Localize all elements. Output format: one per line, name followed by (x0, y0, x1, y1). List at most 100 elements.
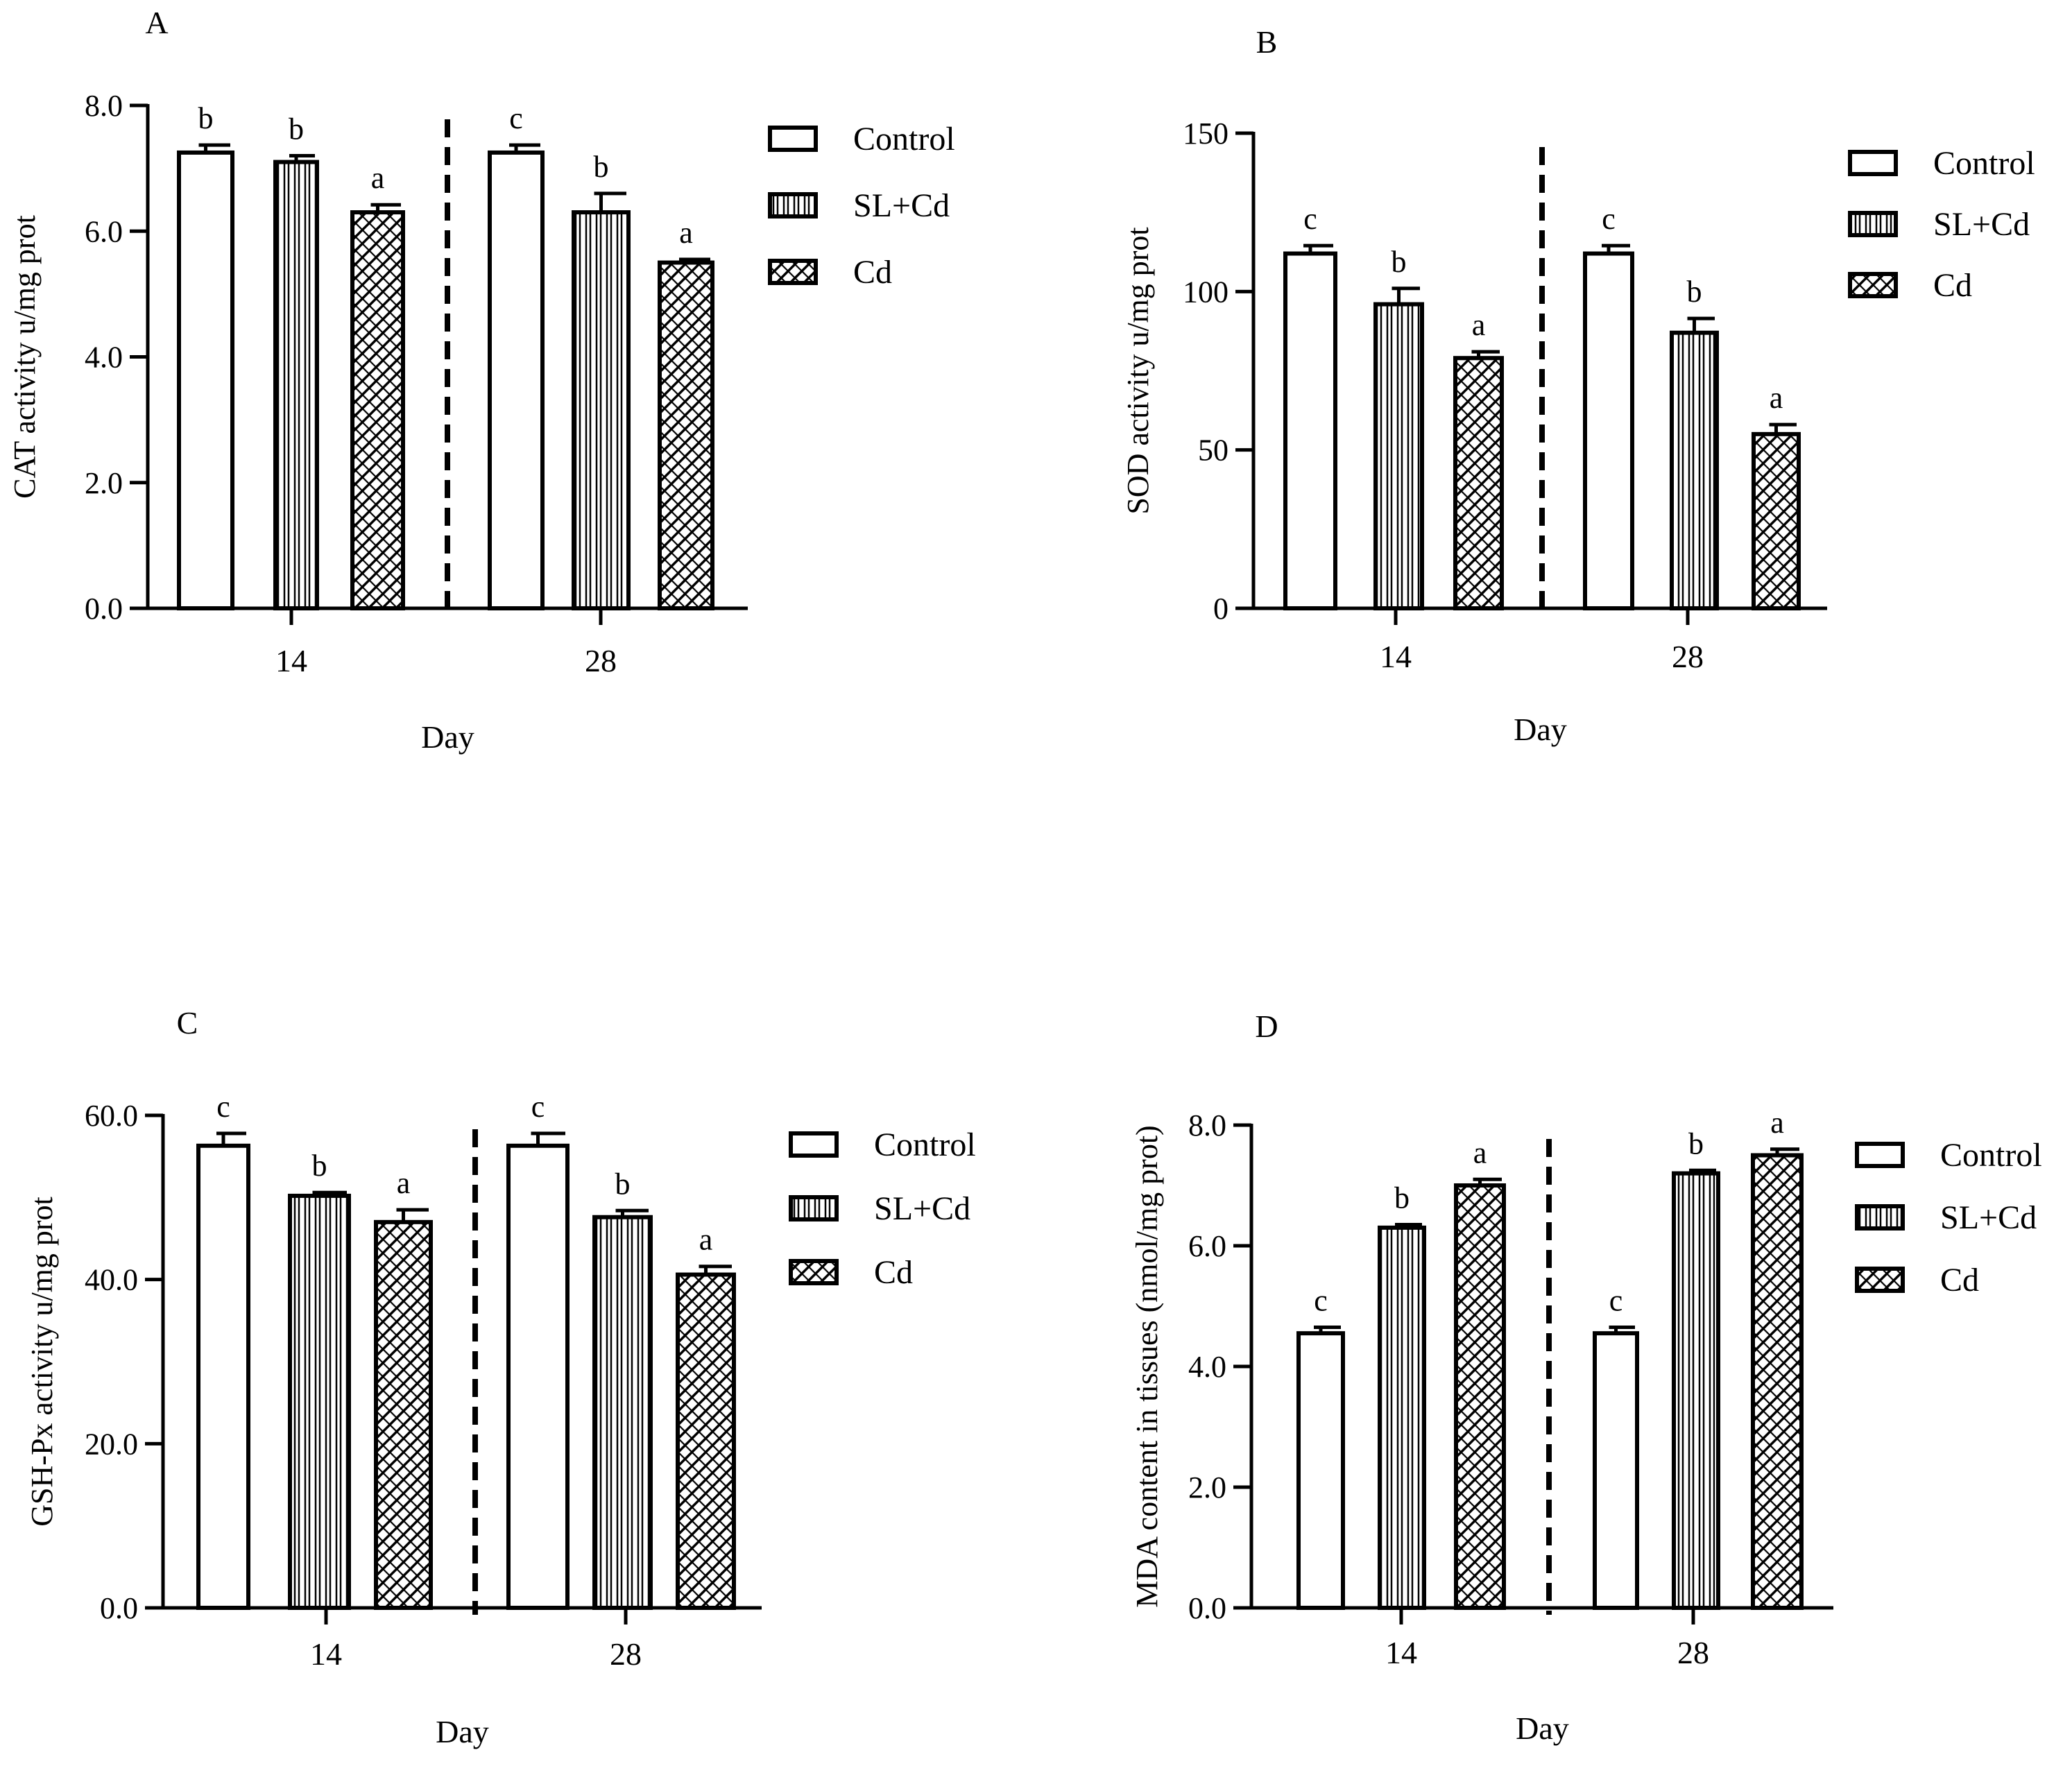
bar-sl-cd-day-14 (1378, 1225, 1426, 1610)
bar-sl-cd-day-28 (1670, 330, 1719, 610)
y-tick-label: 6.0 (85, 214, 123, 248)
significance-letter: b (615, 1167, 631, 1201)
legend-label: Control (853, 121, 955, 157)
legend-swatch-control (1848, 150, 1898, 176)
y-tick-label: 20.0 (85, 1427, 138, 1461)
y-tick-label: 8.0 (1188, 1108, 1226, 1142)
legend-swatch-control (1855, 1142, 1905, 1168)
x-tick-label: 28 (1677, 1635, 1709, 1670)
significance-letter: a (371, 161, 385, 195)
significance-letter: c (531, 1090, 545, 1124)
legend-swatch-sl-cd (1848, 211, 1898, 237)
y-axis-label: GSH-Px activity u/mg prot (25, 1197, 59, 1526)
chart-panel-b: B 0 50 100 150 14 28 Day SOD activity u/mg prot c… (1121, 24, 2035, 747)
significance-letter: c (1602, 202, 1616, 236)
bar-sl-cd-day-28 (592, 1215, 653, 1610)
significance-letter: b (1688, 1126, 1704, 1160)
bar-control-day-14 (1283, 251, 1337, 610)
bar-cd-day-14 (1453, 356, 1504, 610)
panel-label: A (145, 5, 168, 40)
legend-label: Cd (853, 254, 892, 291)
significance-letter: c (509, 101, 523, 135)
y-axis-label: CAT activity u/mg prot (8, 215, 42, 499)
y-tick-label: 0 (1213, 592, 1228, 626)
significance-letter: b (1394, 1181, 1410, 1215)
y-tick-label: 40.0 (85, 1263, 138, 1297)
x-axis-label: Day (1514, 712, 1567, 747)
y-tick-label: 0.0 (1188, 1591, 1226, 1625)
significance-letter: b (594, 150, 609, 184)
legend-label: Control (874, 1126, 976, 1163)
legend-label: SL+Cd (1933, 206, 2030, 243)
bar-control-day-28 (1583, 251, 1634, 610)
legend: Control SL+Cd Cd (789, 1126, 976, 1291)
significance-letter: a (1770, 381, 1783, 415)
legend-label: SL+Cd (1940, 1199, 2037, 1236)
bar-sl-cd-day-14 (1373, 302, 1424, 610)
y-tick-label: 150 (1183, 117, 1228, 151)
bar-cd-day-14 (1454, 1183, 1506, 1610)
y-tick-label: 2.0 (85, 466, 123, 500)
legend-label: Control (1933, 145, 2035, 182)
significance-letter: c (1303, 202, 1317, 236)
x-tick-label: 28 (585, 643, 617, 678)
bar-control-day-14 (177, 150, 234, 610)
x-tick-label: 28 (1672, 639, 1704, 674)
bar-cd-day-14 (374, 1219, 433, 1611)
x-axis-label: Day (436, 1714, 489, 1749)
legend-label: SL+Cd (853, 187, 950, 224)
legend-label: Cd (1933, 267, 1972, 304)
x-axis-label: Day (421, 719, 474, 755)
y-axis-label: MDA content in tissues (nmol/mg prot) (1130, 1125, 1164, 1607)
legend-swatch-sl-cd (768, 192, 818, 218)
legend-label: Control (1940, 1137, 2042, 1174)
legend-swatch-sl-cd (789, 1195, 839, 1221)
panel-label: C (177, 1005, 198, 1040)
y-tick-label: 100 (1183, 275, 1228, 309)
bar-control-day-28 (488, 150, 545, 610)
bar-control-day-28 (506, 1143, 570, 1610)
x-tick-label: 14 (1385, 1635, 1417, 1670)
bar-sl-cd-day-14 (273, 160, 319, 610)
x-tick-label: 28 (610, 1636, 642, 1672)
significance-letter: b (1687, 275, 1702, 309)
significance-letter: b (289, 112, 304, 146)
significance-letter: a (1472, 308, 1486, 342)
significance-letter: c (1609, 1283, 1623, 1317)
y-tick-label: 0.0 (100, 1591, 138, 1625)
y-tick-label: 8.0 (85, 89, 123, 123)
legend-swatch-cd (1848, 272, 1898, 298)
significance-letter: a (699, 1223, 713, 1257)
panel-label: B (1256, 24, 1278, 60)
legend-swatch-cd (789, 1259, 839, 1285)
legend-label: Cd (1940, 1262, 1979, 1298)
significance-letter: a (679, 216, 693, 250)
legend: Control SL+Cd Cd (1855, 1137, 2042, 1298)
chart-panel-a: A 0.0 2.0 4.0 6.0 8.0 14 28 Day CAT activity u/mg… (8, 5, 955, 755)
x-axis-label: Day (1516, 1711, 1569, 1746)
bar-cd-day-28 (1752, 431, 1801, 610)
y-tick-label: 50 (1198, 434, 1228, 468)
legend-label: SL+Cd (874, 1190, 970, 1227)
x-tick-label: 14 (310, 1636, 342, 1672)
bar-cd-day-28 (676, 1272, 736, 1610)
legend-swatch-control (789, 1131, 839, 1158)
panel-label: D (1255, 1009, 1278, 1044)
bar-control-day-14 (196, 1143, 250, 1610)
legend-swatch-control (768, 126, 818, 152)
y-tick-label: 6.0 (1188, 1229, 1226, 1263)
legend-label: Cd (874, 1254, 913, 1291)
x-tick-label: 14 (1380, 639, 1412, 674)
legend-swatch-cd (1855, 1267, 1905, 1293)
bar-control-day-28 (1593, 1331, 1639, 1611)
significance-letter: a (1770, 1106, 1784, 1140)
bar-sl-cd-day-28 (572, 210, 631, 610)
y-tick-label: 0.0 (85, 592, 123, 626)
significance-letter: c (1314, 1283, 1328, 1317)
significance-letter: b (312, 1149, 327, 1183)
bar-control-day-14 (1296, 1331, 1345, 1611)
legend: Control SL+Cd Cd (768, 121, 955, 291)
significance-letter: b (1392, 245, 1407, 279)
legend-swatch-sl-cd (1855, 1204, 1905, 1231)
